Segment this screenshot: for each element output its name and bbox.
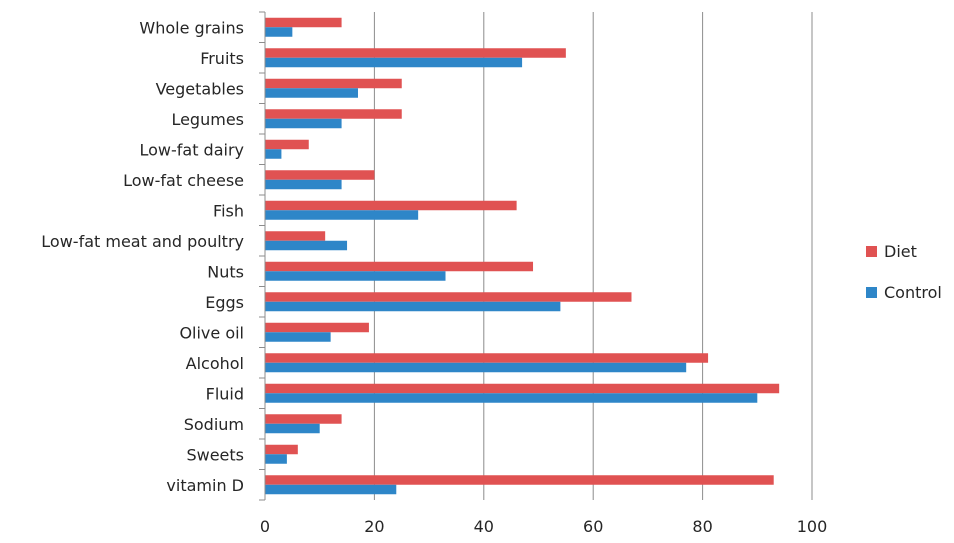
category-labels: Whole grains Fruits Vegetables Legumes Low-f… <box>41 18 244 495</box>
bar-control <box>265 454 287 464</box>
bar-diet <box>265 383 780 394</box>
x-tick-label: 80 <box>692 517 712 536</box>
bar-control <box>265 423 320 434</box>
bar-control <box>265 27 293 37</box>
bar-control <box>265 301 561 312</box>
bar-control <box>265 484 397 495</box>
bar-control <box>265 88 358 98</box>
category-label: Alcohol <box>186 354 244 373</box>
gridlines <box>373 12 813 500</box>
bar-control <box>265 332 331 342</box>
bar-diet <box>265 322 369 333</box>
bar-diet <box>265 109 402 119</box>
bar-diet <box>265 48 566 58</box>
bar-diet <box>265 200 517 211</box>
legend-label: Control <box>884 283 942 302</box>
bar-diet <box>265 353 709 363</box>
x-tick-labels: 0 20 40 60 80 100 <box>260 517 827 536</box>
bar-diet <box>265 231 326 241</box>
bar-control <box>265 118 342 129</box>
bar-control <box>265 149 282 159</box>
bars <box>265 17 780 495</box>
category-label: Fluid <box>206 384 244 403</box>
legend-swatch-control <box>866 287 877 298</box>
category-label: Olive oil <box>179 323 244 342</box>
category-label: Low-fat meat and poultry <box>41 232 244 251</box>
bar-control <box>265 179 342 190</box>
x-tick-label: 40 <box>474 517 494 536</box>
x-tick-label: 100 <box>797 517 828 536</box>
category-axis <box>259 11 266 501</box>
bar-control <box>265 362 687 373</box>
category-label: Legumes <box>171 110 244 129</box>
bar-diet <box>265 292 632 302</box>
bar-diet <box>265 170 375 180</box>
category-label: Eggs <box>205 293 244 312</box>
category-label: Low-fat dairy <box>139 140 244 159</box>
category-label: Fish <box>213 201 244 220</box>
category-label: Fruits <box>200 49 244 68</box>
bar-diet <box>265 414 342 424</box>
x-tick-label: 60 <box>583 517 603 536</box>
legend-label: Diet <box>884 242 917 261</box>
category-label: Low-fat cheese <box>123 171 244 190</box>
legend: Diet Control <box>866 242 942 302</box>
bar-diet <box>265 17 342 28</box>
bar-control <box>265 271 446 281</box>
x-tick-label: 20 <box>364 517 384 536</box>
category-label: Nuts <box>207 262 244 281</box>
bar-diet <box>265 78 402 89</box>
category-label: Sweets <box>186 445 244 464</box>
bar-diet <box>265 444 298 455</box>
category-label: Whole grains <box>139 18 244 37</box>
category-label: Vegetables <box>156 79 244 98</box>
bar-diet <box>265 475 774 485</box>
bar-control <box>265 393 758 403</box>
bar-diet <box>265 139 309 150</box>
bar-control <box>265 240 348 251</box>
category-label: Sodium <box>184 415 244 434</box>
legend-swatch-diet <box>866 246 877 257</box>
x-tick-label: 0 <box>260 517 270 536</box>
category-label: vitamin D <box>166 476 244 495</box>
bar-control <box>265 210 419 220</box>
bar-control <box>265 57 523 68</box>
bar-diet <box>265 261 534 272</box>
